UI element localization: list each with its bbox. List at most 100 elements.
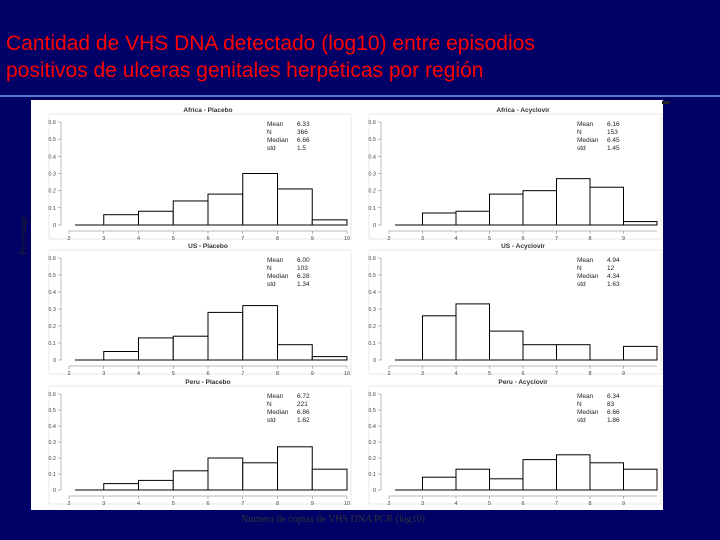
stat-label: N	[577, 129, 582, 136]
stat-label: Median	[577, 137, 599, 144]
histogram-bar	[422, 476, 457, 491]
panel-title: US - Placebo	[188, 243, 228, 250]
x-tick-label: 4	[137, 501, 140, 507]
stat-label: Mean	[267, 257, 284, 264]
y-tick-label: 0.6	[48, 392, 56, 398]
y-tick-label: 0.1	[368, 472, 376, 478]
stat-value: 1.86	[607, 417, 620, 424]
stat-value: 6.66	[297, 137, 310, 144]
histogram-bar	[277, 446, 313, 491]
y-tick-label: 0.6	[368, 256, 376, 262]
y-tick-label: 0.1	[48, 206, 56, 212]
y-tick-label: 0.1	[48, 341, 56, 347]
title-divider	[0, 95, 720, 97]
histogram-bar	[242, 173, 278, 226]
histogram-bar	[522, 344, 557, 361]
y-tick-label: 0.5	[48, 273, 56, 279]
stat-label: N	[267, 401, 272, 408]
y-tick-label: 0.4	[48, 424, 56, 430]
x-tick-label: 7	[555, 501, 558, 507]
histogram-bar	[311, 219, 348, 226]
panel-frame	[368, 113, 662, 240]
histogram-bar	[277, 344, 313, 361]
y-tick-label: 0.5	[48, 408, 56, 414]
x-tick-label: 8	[588, 501, 591, 507]
y-tick-label: 0.6	[368, 120, 376, 126]
x-tick-label: 5	[488, 371, 491, 377]
histogram-bar	[172, 335, 209, 361]
y-tick-label: 0.1	[48, 472, 56, 478]
x-tick-label: 3	[421, 501, 424, 507]
x-tick-label: 5	[172, 501, 175, 507]
y-tick-label: 0.4	[368, 154, 376, 160]
stat-label: N	[267, 129, 272, 136]
x-tick-label: 8	[588, 236, 591, 242]
histogram-bar	[589, 462, 624, 491]
y-tick-label: 0	[373, 223, 376, 229]
stat-value: 6.66	[607, 409, 620, 416]
stat-value: 4.94	[607, 257, 620, 264]
y-tick-label: 0.4	[368, 424, 376, 430]
stat-label: std	[577, 417, 586, 424]
histogram-panel: Africa - Placebo 0 0.1 0.2 0.3 0.4 0.5 0.6 2 3 4 5 6…	[48, 107, 352, 242]
histogram-bar	[522, 459, 557, 491]
stat-label: Mean	[577, 393, 594, 400]
histogram-bar	[207, 311, 244, 361]
x-tick-label: 10	[344, 236, 350, 242]
y-tick-label: 0.2	[368, 456, 376, 462]
panel-frame	[48, 385, 352, 505]
x-tick-label: 7	[241, 236, 244, 242]
x-tick-label: 5	[488, 236, 491, 242]
stat-value: 6.33	[297, 121, 310, 128]
y-tick-label: 0	[53, 358, 56, 364]
y-tick-label: 0.2	[48, 456, 56, 462]
stat-value: 221	[297, 401, 308, 408]
histogram-bar	[556, 454, 591, 491]
x-tick-label: 9	[311, 371, 314, 377]
x-tick-label: 3	[102, 236, 105, 242]
histogram-bar	[172, 200, 209, 226]
histogram-bar	[489, 478, 524, 491]
histogram-bar	[207, 193, 244, 226]
panel-title: Peru - Placebo	[185, 379, 230, 386]
panel-frame	[48, 113, 352, 240]
stat-label: std	[577, 281, 586, 288]
x-tick-label: 9	[311, 236, 314, 242]
histogram-grid: Africa - Placebo 0 0.1 0.2 0.3 0.4 0.5 0.6 2 3 4 5 6…	[31, 100, 663, 510]
x-tick-label: 10	[344, 371, 350, 377]
y-tick-label: 0	[373, 488, 376, 494]
stat-label: std	[577, 145, 586, 152]
x-tick-label: 9	[311, 501, 314, 507]
x-tick-label: 6	[521, 501, 524, 507]
stat-value: 6.00	[297, 257, 310, 264]
histogram-bar	[311, 356, 348, 361]
y-tick-label: 0.6	[48, 256, 56, 262]
stat-value: 6.16	[607, 121, 620, 128]
y-tick-label: 0.4	[48, 290, 56, 296]
y-tick-label: 0.2	[368, 324, 376, 330]
y-tick-label: 0.4	[368, 290, 376, 296]
histogram-bar	[455, 210, 490, 226]
y-tick-label: 0.6	[48, 120, 56, 126]
x-tick-label: 4	[454, 236, 457, 242]
y-tick-label: 0.5	[48, 137, 56, 143]
histogram-panel: US - Placebo 0 0.1 0.2 0.3 0.4 0.5 0.6 2 3 4 5 6 7 8 9 1…	[48, 243, 352, 377]
histogram-bar	[138, 337, 174, 361]
stat-label: Mean	[267, 393, 284, 400]
stat-value: 6.72	[297, 393, 310, 400]
stat-value: 6.34	[607, 393, 620, 400]
stat-label: Mean	[577, 257, 594, 264]
stat-label: std	[267, 417, 276, 424]
x-tick-label: 3	[102, 501, 105, 507]
stat-value: 1.62	[297, 417, 310, 424]
stat-label: Median	[267, 137, 289, 144]
histogram-panel: Peru - Placebo 0 0.1 0.2 0.3 0.4 0.5 0.6 2 3 4 5 6 7 8…	[48, 379, 352, 507]
histogram-bar	[489, 193, 524, 226]
histogram-panel: US - Acyclovir 0 0.1 0.2 0.3 0.4 0.5 0.6 2 3 4 5 6 7 8…	[368, 243, 662, 377]
panel-title: Peru - Acyclovir	[498, 379, 548, 386]
histogram-bar	[589, 186, 624, 226]
slide-title-line-1: Cantidad de VHS DNA detectado (log10) en…	[6, 32, 535, 55]
stat-value: 1.63	[607, 281, 620, 288]
stat-value: 12	[607, 265, 615, 272]
x-tick-label: 6	[206, 501, 209, 507]
